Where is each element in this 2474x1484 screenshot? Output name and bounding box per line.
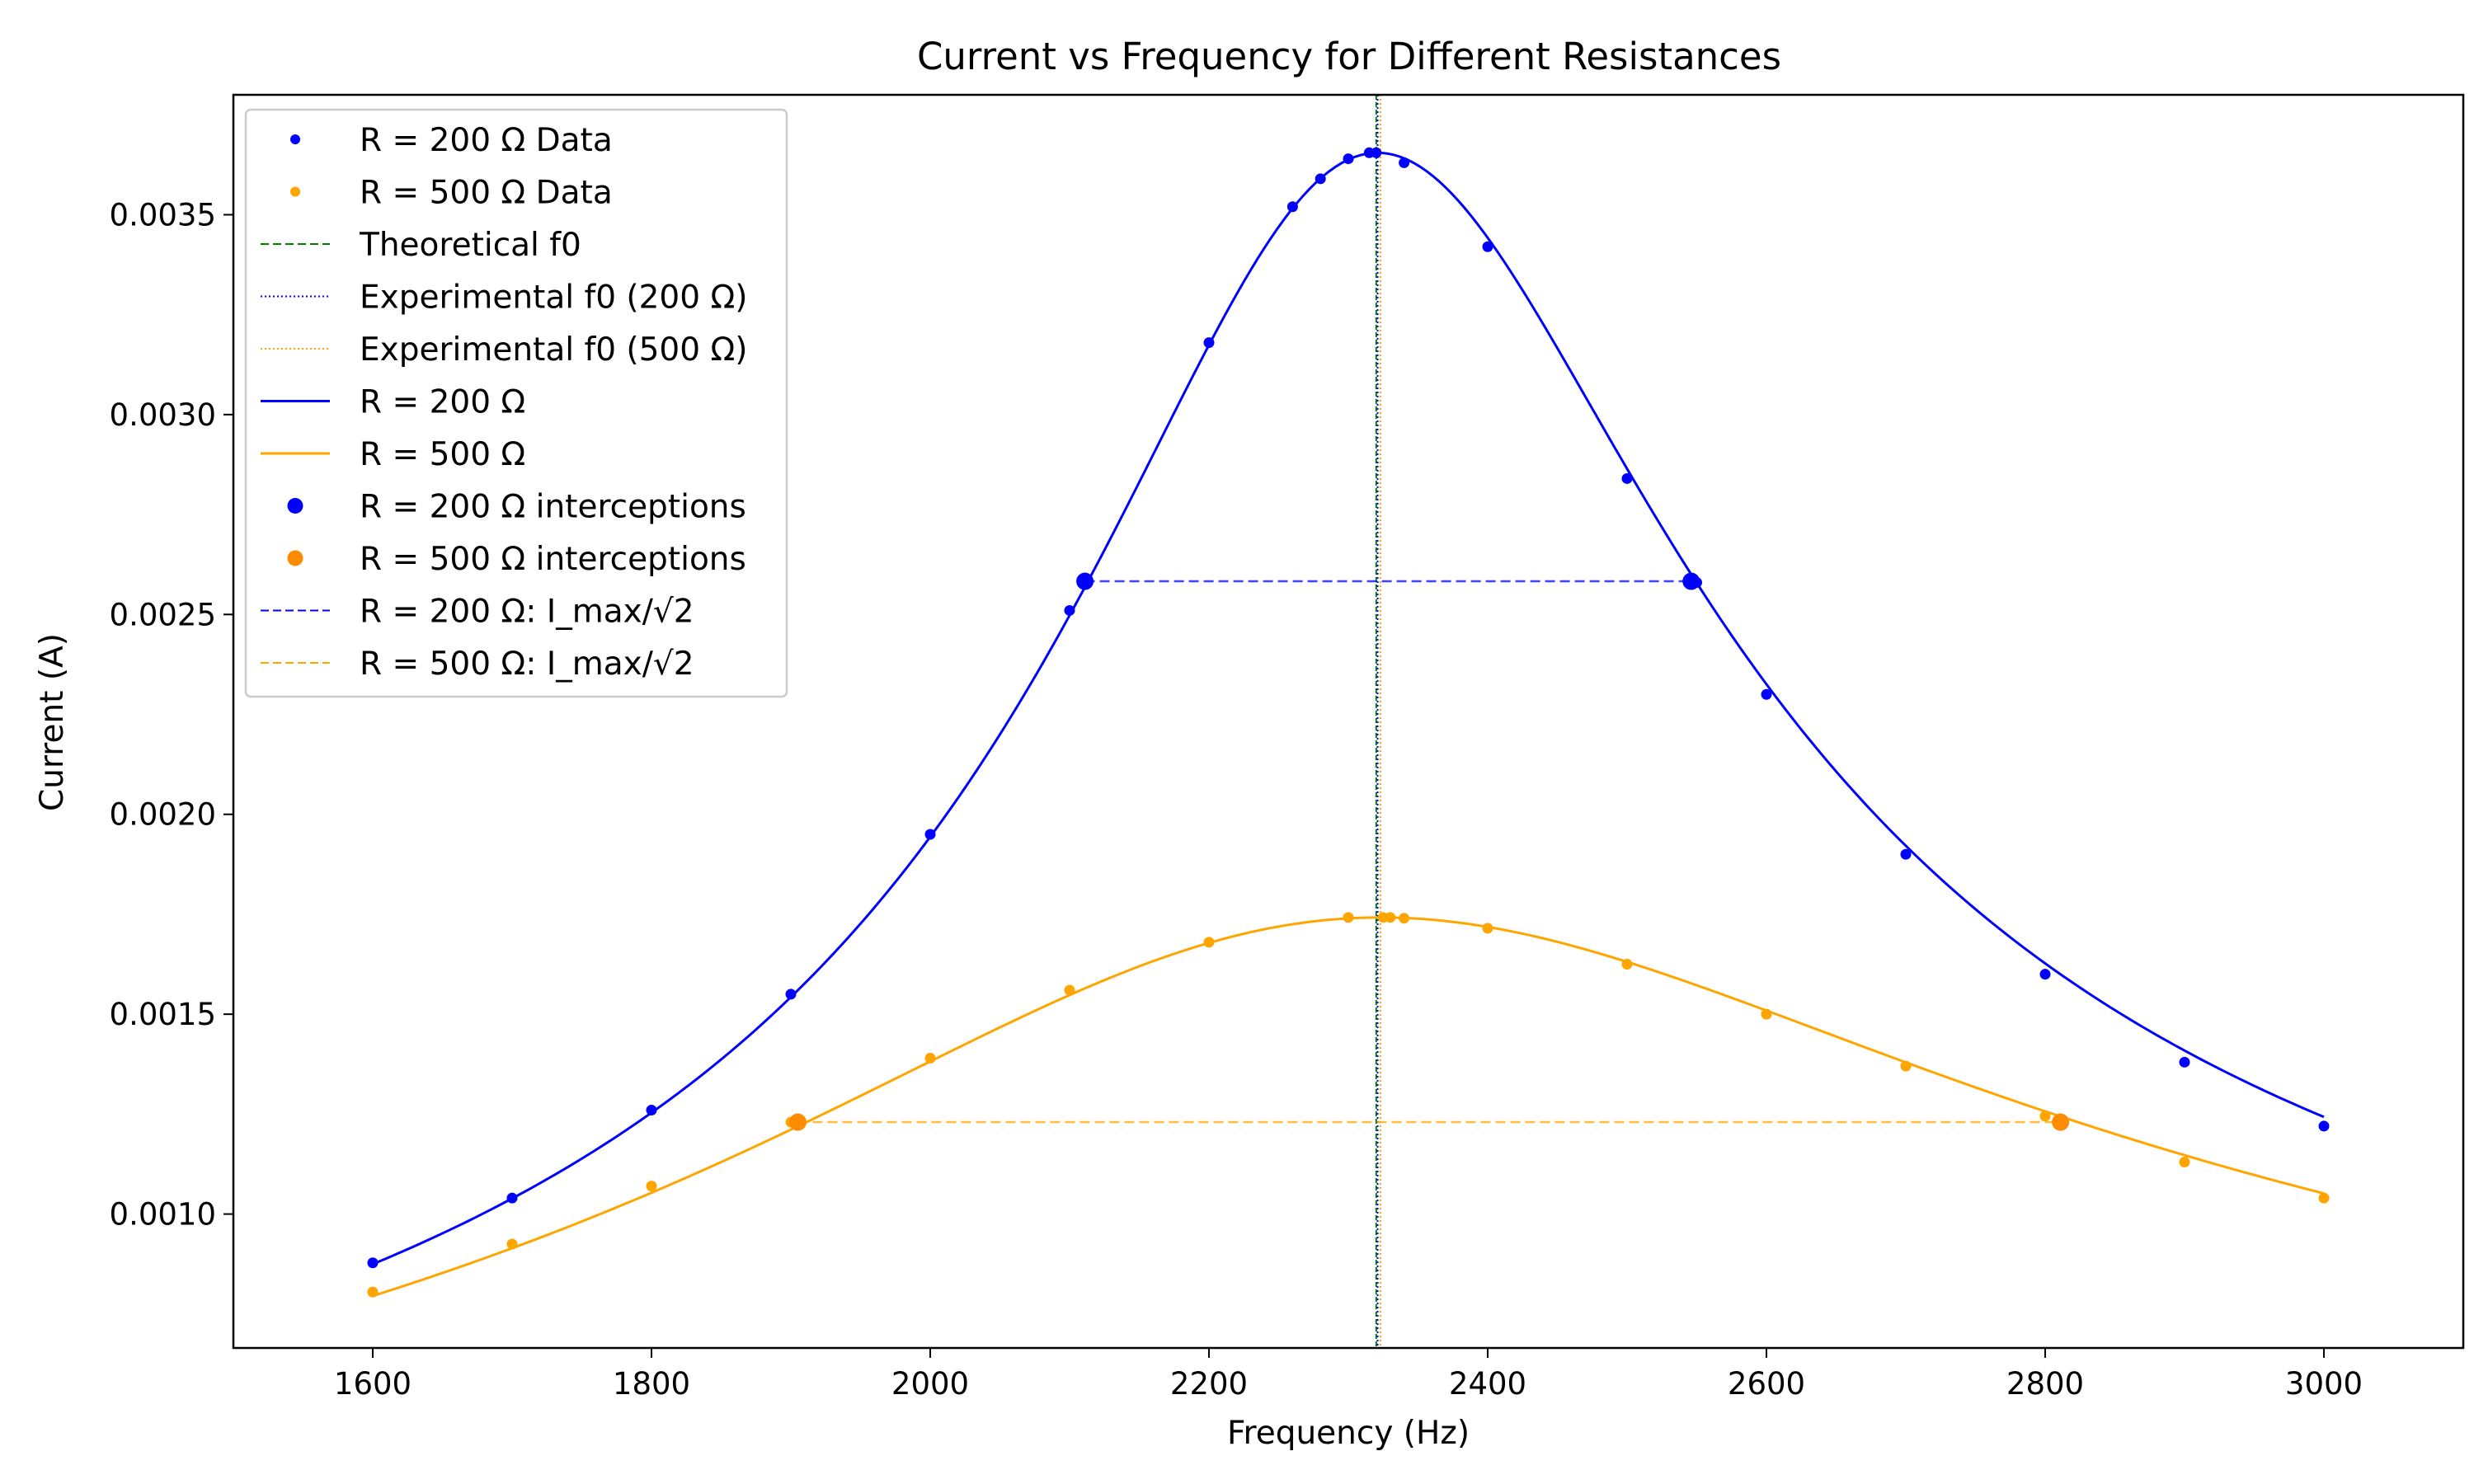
legend-item: R = 500 Ω interceptions <box>287 541 746 578</box>
legend-item: R = 500 Ω: I_max/√2 <box>261 646 694 683</box>
data-point-r200 <box>506 1192 518 1204</box>
data-point-r500 <box>1761 1008 1772 1020</box>
legend-item: R = 200 Ω Data <box>290 122 613 159</box>
data-point-r500 <box>1203 937 1215 948</box>
legend-label: R = 200 Ω <box>360 384 525 421</box>
data-point-r500 <box>1399 913 1410 924</box>
x-tick-label: 3000 <box>2285 1366 2363 1402</box>
data-point-r500 <box>1343 912 1354 923</box>
data-point-r500 <box>646 1181 657 1192</box>
y-tick-label: 0.0025 <box>110 597 216 632</box>
y-axis-label: Current (A) <box>34 633 71 811</box>
data-point-r500 <box>2318 1192 2330 1204</box>
data-point-r500 <box>2039 1111 2051 1122</box>
data-point-r200 <box>1761 688 1772 700</box>
legend-label: Experimental f0 (500 Ω) <box>360 331 747 369</box>
y-tick-label: 0.0030 <box>110 397 216 433</box>
x-tick-label: 2000 <box>891 1366 969 1402</box>
data-point-r500 <box>2179 1157 2190 1168</box>
interception-r200 <box>1682 572 1700 590</box>
x-axis: 1600 1800 2000 2200 2400 2600 2800 3000 <box>334 1348 2363 1402</box>
plot-area <box>367 95 2330 1348</box>
legend-label: R = 200 Ω: I_max/√2 <box>360 594 694 631</box>
y-tick-label: 0.0020 <box>110 797 216 833</box>
data-point-r500 <box>367 1286 379 1298</box>
x-tick-label: 1600 <box>334 1366 412 1402</box>
legend-label: R = 500 Ω Data <box>360 175 613 212</box>
legend-item: R = 500 Ω Data <box>290 175 613 212</box>
data-point-r200 <box>1203 337 1215 349</box>
x-tick-label: 2200 <box>1170 1366 1248 1402</box>
data-point-r500 <box>1064 984 1075 996</box>
data-point-r200 <box>1371 147 1382 158</box>
data-point-r200 <box>1482 241 1493 252</box>
data-point-r500 <box>1621 959 1633 970</box>
data-point-r500 <box>1482 923 1493 934</box>
interception-r200 <box>1076 572 1094 590</box>
legend-item: R = 200 Ω: I_max/√2 <box>261 594 694 631</box>
legend-item: Experimental f0 (500 Ω) <box>261 331 747 369</box>
legend-item: R = 200 Ω <box>261 384 525 421</box>
legend-item: Experimental f0 (200 Ω) <box>261 279 747 317</box>
chart-title: Current vs Frequency for Different Resis… <box>917 35 1781 78</box>
data-point-r200 <box>2318 1120 2330 1132</box>
legend-marker-dot <box>287 550 303 566</box>
data-point-r200 <box>1621 472 1633 484</box>
interception-r500 <box>2052 1113 2070 1131</box>
y-tick-label: 0.0015 <box>110 997 216 1032</box>
data-point-r200 <box>1286 201 1298 213</box>
data-point-r200 <box>785 989 797 1000</box>
data-point-r500 <box>924 1052 936 1064</box>
legend-item: R = 500 Ω <box>261 436 525 473</box>
legend-label: R = 200 Ω interceptions <box>360 489 746 526</box>
x-tick-label: 2600 <box>1728 1366 1805 1402</box>
legend-item: R = 200 Ω interceptions <box>287 489 746 526</box>
data-point-r200 <box>1399 157 1410 168</box>
x-axis-label: Frequency (Hz) <box>1227 1415 1470 1452</box>
x-tick-label: 1800 <box>613 1366 690 1402</box>
data-point-r200 <box>646 1105 657 1116</box>
legend-label: Experimental f0 (200 Ω) <box>360 279 747 317</box>
legend-label: R = 200 Ω Data <box>360 122 613 159</box>
y-axis: 0.0010 0.0015 0.0020 0.0025 0.0030 0.0035 <box>110 197 233 1233</box>
legend-label: Theoretical f0 <box>359 227 581 264</box>
data-point-r500 <box>1900 1060 1912 1072</box>
data-point-r200 <box>1343 153 1354 165</box>
x-tick-label: 2400 <box>1449 1366 1526 1402</box>
data-point-r200 <box>924 829 936 840</box>
legend-label: R = 500 Ω <box>360 436 525 473</box>
x-tick-label: 2800 <box>2006 1366 2084 1402</box>
data-point-r500 <box>506 1238 518 1250</box>
interception-r500 <box>788 1113 807 1131</box>
legend-label: R = 500 Ω interceptions <box>360 541 746 578</box>
legend-item: Theoretical f0 <box>261 227 581 264</box>
y-tick-label: 0.0035 <box>110 197 216 232</box>
legend-label: R = 500 Ω: I_max/√2 <box>360 646 694 683</box>
y-tick-label: 0.0010 <box>110 1197 216 1233</box>
data-point-r200 <box>1900 848 1912 860</box>
legend: R = 200 Ω Data R = 500 Ω Data Theoretical … <box>244 108 788 698</box>
axes-frame <box>232 93 2465 1350</box>
data-point-r200 <box>1064 604 1075 616</box>
legend-box <box>244 108 788 698</box>
data-point-r200 <box>1315 173 1326 185</box>
data-point-r200 <box>2179 1056 2190 1068</box>
data-point-r200 <box>2039 969 2051 980</box>
legend-marker-dot <box>290 134 300 144</box>
legend-marker-dot <box>287 498 303 514</box>
data-point-r500 <box>1385 912 1396 923</box>
legend-marker-dot <box>290 186 300 197</box>
data-point-r200 <box>367 1257 379 1269</box>
